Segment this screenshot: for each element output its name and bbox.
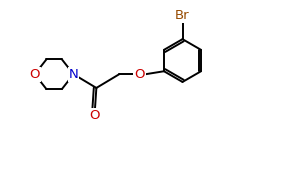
Text: O: O — [134, 68, 145, 81]
Text: O: O — [29, 68, 40, 81]
Text: O: O — [90, 109, 100, 122]
Text: Br: Br — [175, 9, 190, 22]
Text: N: N — [69, 68, 78, 81]
